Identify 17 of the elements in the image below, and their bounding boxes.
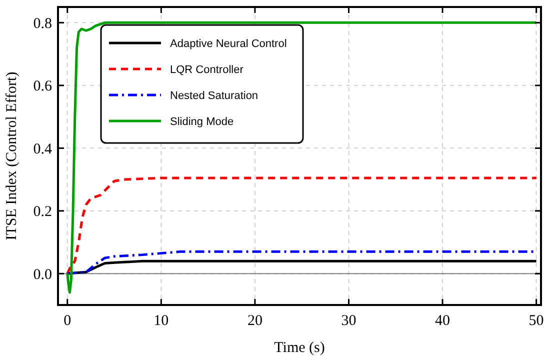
y-tick-label: 0.4 — [33, 141, 52, 158]
y-tick-label: 0.6 — [33, 78, 52, 95]
x-tick-label: 0 — [64, 313, 72, 329]
y-axis-title: ITSE Index (Control Effort) — [4, 72, 20, 240]
y-tick-label: 0.0 — [33, 266, 52, 283]
legend-label: Adaptive Neural Control — [170, 38, 287, 50]
x-tick-label: 20 — [247, 313, 262, 329]
x-tick-label: 30 — [341, 313, 356, 329]
x-tick-label: 50 — [528, 313, 544, 329]
x-tick-label: 40 — [435, 313, 450, 329]
x-tick-label: 10 — [154, 313, 169, 329]
legend-label: Nested Saturation — [170, 90, 258, 102]
legend-label: Sliding Mode — [170, 116, 234, 128]
x-axis-title: Time (s) — [274, 340, 325, 356]
y-tick-label: 0.8 — [33, 16, 52, 32]
y-tick-label: 0.2 — [33, 204, 52, 220]
legend-label: LQR Controller — [170, 64, 244, 76]
